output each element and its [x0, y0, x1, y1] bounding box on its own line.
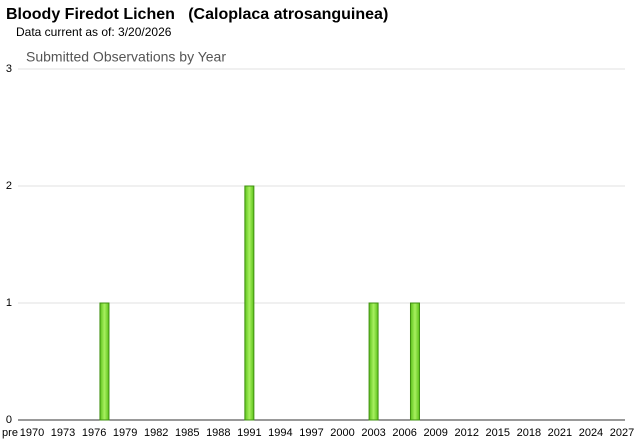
y-tick-label: 0 [6, 414, 12, 426]
bar [409, 302, 420, 421]
x-tick-label: 1970 [20, 427, 44, 439]
x-tick-label: 1973 [51, 427, 75, 439]
x-tick-label: 2027 [610, 427, 634, 439]
x-tick-label: 1985 [175, 427, 199, 439]
x-tick-label: 2015 [486, 427, 510, 439]
x-tick-label: 2003 [361, 427, 385, 439]
x-tick-label: 1991 [237, 427, 261, 439]
x-tick-label: 1988 [206, 427, 230, 439]
chart-title: Submitted Observations by Year [26, 49, 226, 65]
page-title: Bloody Firedot Lichen (Caloplaca atrosan… [6, 6, 388, 23]
x-tick-label: 2000 [330, 427, 354, 439]
bar [244, 185, 255, 421]
x-tick-label: 2009 [423, 427, 447, 439]
page-subtitle: Data current as of: 3/20/2026 [16, 25, 172, 39]
y-tick-label: 3 [6, 63, 12, 75]
x-tick-label: 2021 [548, 427, 572, 439]
x-tick-label: 1976 [82, 427, 106, 439]
bar [99, 302, 110, 421]
x-tick-label: 2006 [392, 427, 416, 439]
x-tick-label: pre [2, 427, 18, 439]
x-tick-label: 2024 [579, 427, 603, 439]
x-tick-label: 1979 [113, 427, 137, 439]
x-tick-label: 1994 [268, 427, 292, 439]
x-tick-label: 2018 [517, 427, 541, 439]
bar [368, 302, 379, 421]
y-tick-label: 2 [6, 180, 12, 192]
x-tick-label: 2012 [454, 427, 478, 439]
y-tick-label: 1 [6, 297, 12, 309]
x-tick-label: 1982 [144, 427, 168, 439]
x-tick-label: 1997 [299, 427, 323, 439]
